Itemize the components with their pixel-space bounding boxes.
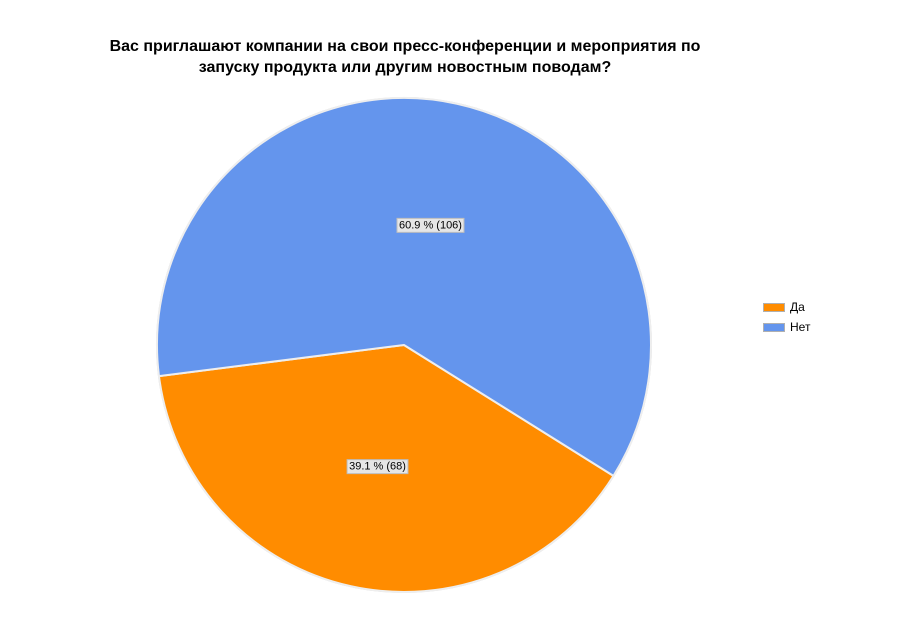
chart-title-line-2: запуску продукта или другим новостным по… [198,59,612,76]
data-label-da: 39.1 % (68) [346,459,409,475]
legend-swatch-da [763,302,785,312]
chart-title-line-1: Вас приглашают компании на свои пресс-ко… [109,38,701,55]
legend-item-net: Нет [763,317,810,337]
chart-title: Вас приглашают компании на свои пресс-ко… [60,36,750,78]
chart-legend: Да Нет [763,297,810,337]
data-label-net: 60.9 % (106) [396,217,465,233]
data-label-background [396,217,465,233]
data-label-text: 60.9 % (106) [399,219,462,231]
legend-label-da: Да [790,300,805,314]
legend-swatch-net [763,322,785,332]
pie-slice-net [156,97,652,477]
legend-item-da: Да [763,297,810,317]
data-label-text: 39.1 % (68) [349,461,406,473]
legend-label-net: Нет [790,320,811,334]
data-label-background [346,459,409,475]
